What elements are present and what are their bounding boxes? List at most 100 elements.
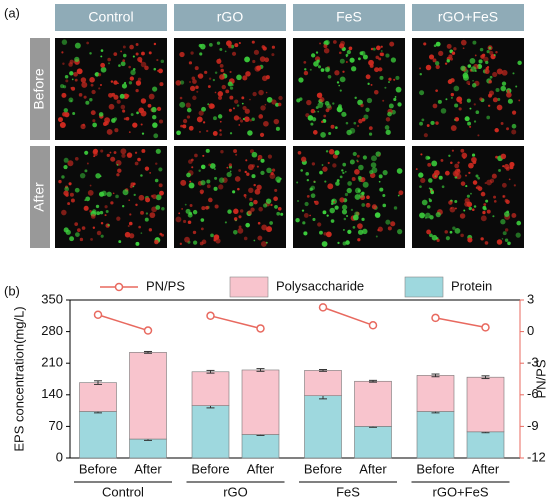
speckle — [354, 169, 360, 175]
speckle — [327, 74, 332, 79]
speckle — [312, 130, 318, 135]
speckle — [441, 185, 445, 189]
speckle — [297, 150, 302, 155]
speckle — [369, 63, 374, 68]
speckle — [129, 213, 132, 216]
ratio-marker — [143, 326, 153, 335]
speckle — [120, 104, 126, 110]
speckle — [430, 190, 434, 195]
speckle — [444, 62, 448, 65]
speckle — [251, 151, 258, 158]
bar-segment — [79, 382, 117, 412]
speckle — [253, 199, 258, 205]
speckle — [140, 210, 144, 215]
speckle — [158, 183, 163, 188]
group-label: rGO+FeS — [433, 484, 489, 499]
speckle — [234, 99, 239, 104]
speckle — [63, 190, 69, 196]
speckle — [74, 187, 80, 193]
speckle — [186, 115, 191, 119]
speckle — [333, 201, 336, 203]
speckle — [316, 92, 323, 99]
ratio-marker — [256, 324, 265, 333]
speckle — [342, 70, 345, 73]
speckle — [339, 89, 342, 92]
speckle — [228, 44, 232, 49]
speckle — [449, 230, 453, 234]
speckle — [252, 91, 257, 97]
speckle — [89, 52, 92, 55]
speckle — [191, 76, 196, 81]
speckle — [327, 161, 330, 165]
speckle — [265, 75, 270, 80]
speckle — [219, 63, 224, 68]
legend-label: PN/PS — [146, 278, 185, 293]
speckle — [374, 67, 380, 73]
speckle — [348, 46, 353, 51]
ratio-marker — [93, 310, 103, 319]
speckle — [346, 214, 349, 218]
speckle — [495, 87, 500, 93]
speckle — [512, 72, 515, 75]
speckle — [498, 169, 501, 172]
speckle — [258, 114, 264, 119]
speckle — [137, 77, 142, 82]
speckle — [438, 50, 444, 56]
y2-tick-label: 3 — [527, 291, 534, 306]
speckle — [352, 214, 359, 221]
speckle — [184, 236, 190, 243]
speckle — [197, 74, 200, 77]
speckle — [468, 162, 474, 169]
speckle — [78, 93, 83, 97]
speckle — [455, 207, 457, 210]
speckle — [328, 132, 332, 136]
speckle — [477, 134, 480, 137]
speckle — [305, 172, 309, 176]
speckle — [71, 78, 74, 81]
speckle — [234, 176, 241, 182]
speckle — [265, 198, 272, 204]
speckle — [324, 39, 330, 46]
speckle — [448, 154, 451, 157]
speckle — [426, 229, 432, 235]
speckle — [440, 108, 447, 114]
speckle — [252, 59, 256, 64]
speckle — [176, 130, 181, 136]
speckle — [313, 180, 316, 184]
speckle — [108, 103, 115, 110]
speckle — [238, 124, 241, 126]
speckle — [483, 56, 489, 62]
speckle — [467, 237, 473, 243]
y-tick-label: 0 — [56, 449, 63, 464]
speckle — [485, 60, 489, 65]
speckle — [497, 97, 501, 101]
speckle — [239, 119, 244, 123]
speckle — [373, 89, 379, 95]
column-header-label: FeS — [336, 9, 362, 25]
speckle — [309, 214, 311, 217]
speckle — [508, 178, 511, 181]
speckle — [121, 153, 126, 158]
speckle — [189, 81, 192, 83]
speckle — [90, 83, 94, 87]
speckle — [63, 164, 68, 170]
speckle — [460, 233, 464, 238]
speckle — [105, 209, 109, 213]
speckle — [144, 166, 150, 171]
speckle — [122, 205, 125, 208]
speckle — [495, 51, 498, 54]
bar-segment — [354, 380, 392, 427]
speckle — [452, 170, 459, 177]
speckle — [482, 210, 486, 215]
speckle — [309, 68, 312, 71]
speckle — [128, 81, 133, 85]
speckle — [337, 241, 340, 245]
speckle — [484, 182, 487, 185]
speckle — [501, 69, 508, 76]
speckle — [243, 193, 247, 197]
speckle — [128, 131, 131, 133]
speckle — [357, 124, 360, 128]
speckle — [179, 51, 185, 58]
speckle — [244, 116, 250, 122]
speckle — [236, 74, 242, 81]
